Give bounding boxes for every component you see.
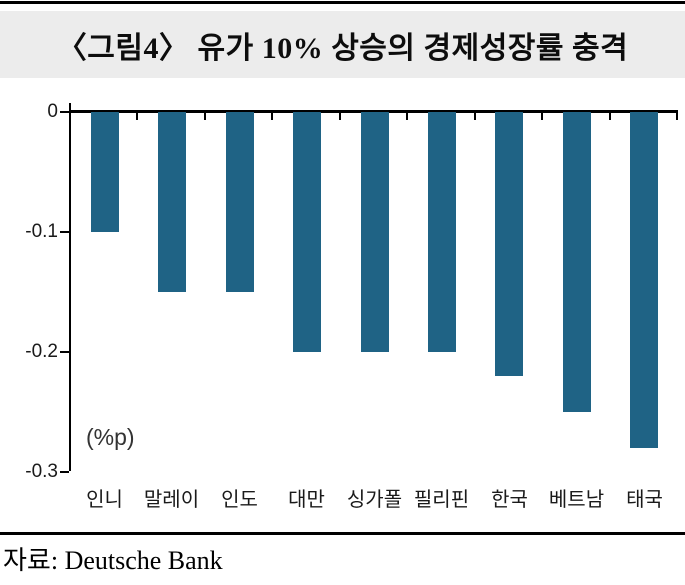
x-category-label: 말레이 [143,489,200,511]
top-border-rule [0,1,685,4]
x-category-label: 싱가폴 [346,489,403,511]
x-category-label: 인니 [86,489,123,511]
source-divider-rule [0,532,685,535]
y-tick-label: -0.3 [25,461,58,482]
bar-인니 [91,112,119,232]
y-tick-label: -0.2 [25,341,58,362]
x-tick [608,113,611,120]
unit-label: (%p) [86,424,135,450]
x-category-label: 대만 [288,489,325,511]
x-axis-line [69,110,678,113]
bar-한국 [495,112,523,376]
x-tick [136,113,139,120]
y-tick-label: -0.1 [25,221,58,242]
bar-필리핀 [428,112,456,352]
y-tick [60,471,69,473]
x-tick [676,113,678,120]
y-tick [60,351,69,353]
bar-싱가폴 [361,112,389,352]
chart-title-band: 〈그림4〉 유가 10% 상승의 경제성장률 충격 [0,11,685,78]
y-tick [60,231,69,233]
source-text: 자료: Deutsche Bank [3,546,223,575]
x-tick [473,113,476,120]
bar-인도 [226,112,254,292]
chart-title: 〈그림4〉 유가 10% 상승의 경제성장률 충격 [56,31,629,65]
x-category-label: 베트남 [548,489,605,511]
x-tick [541,113,544,120]
y-tick [60,111,69,113]
y-axis-line [69,103,71,471]
bar-대만 [293,112,321,352]
x-category-label: 필리핀 [413,489,470,511]
x-tick [203,113,206,120]
bar-말레이 [158,112,186,292]
y-tick-label: 0 [47,101,58,122]
bar-베트남 [563,112,591,412]
bar-태국 [630,112,658,448]
x-category-label: 한국 [491,489,528,511]
x-tick [271,113,274,120]
x-category-label: 태국 [626,489,663,511]
x-tick [406,113,409,120]
x-category-label: 인도 [221,489,258,511]
x-tick [338,113,341,120]
